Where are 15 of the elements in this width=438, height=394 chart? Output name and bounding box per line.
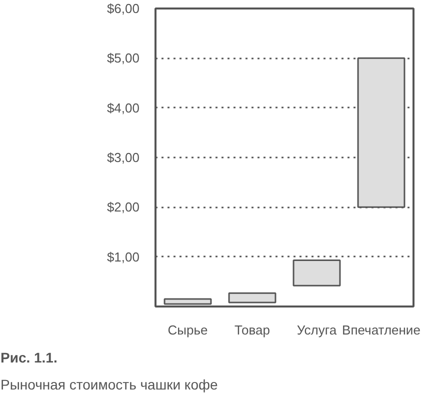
bar: [228, 292, 276, 304]
y-tick-label: $2,00: [106, 200, 140, 215]
text: Рыночная стоимость чашки кофе: [0, 376, 218, 392]
y-tick-label: $6,00: [106, 1, 140, 16]
x-tick-label: Сырье: [168, 322, 208, 338]
text: Рис. 1.1.: [0, 350, 58, 366]
x-tick-label: Услуга: [296, 322, 338, 338]
y-tick-label: $5,00: [106, 50, 140, 66]
y-tick-label: $1,00: [106, 249, 140, 264]
y-tick-label: $4,00: [106, 100, 140, 116]
bar: [292, 260, 341, 286]
x-tick-label: Впечатление: [342, 322, 420, 338]
y-tick-label: $3,00: [106, 150, 140, 165]
bar: [164, 298, 212, 305]
x-tick-label: Товар: [234, 322, 270, 338]
